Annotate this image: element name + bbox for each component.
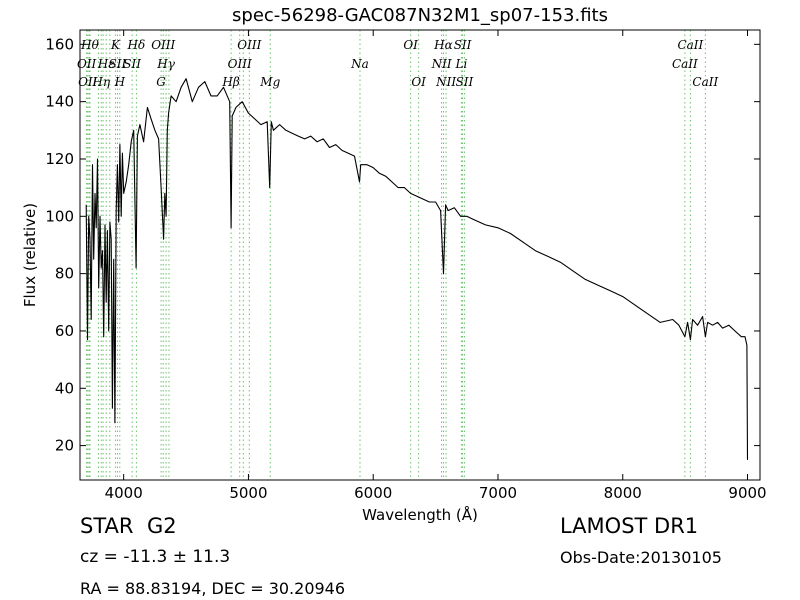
y-tick-label: 80 <box>55 265 74 283</box>
line-marker-label: SII <box>456 75 474 89</box>
y-tick-label: 40 <box>55 379 74 397</box>
line-marker-label: NII <box>435 75 456 89</box>
y-axis-label: Flux (relative) <box>21 203 39 307</box>
line-marker-label: Hβ <box>221 75 239 89</box>
line-marker-label: H <box>114 75 126 89</box>
line-marker-label: CaII <box>672 57 698 71</box>
x-tick-label: 9000 <box>728 484 766 502</box>
line-marker-label: Na <box>350 57 369 71</box>
x-tick-label: 6000 <box>354 484 392 502</box>
line-marker-label: NII <box>431 57 452 71</box>
line-marker-label: SII <box>454 38 472 52</box>
x-tick-label: 7000 <box>479 484 517 502</box>
line-marker-label: K <box>110 38 121 52</box>
line-marker-label: OI <box>411 75 426 89</box>
line-marker-label: Hθ <box>80 38 99 52</box>
line-marker-label: G <box>156 75 166 89</box>
line-marker-label: OII <box>77 57 97 71</box>
line-marker-label: Hγ <box>156 57 175 71</box>
line-marker-label: CaII <box>692 75 718 89</box>
line-marker-label: Hε <box>97 57 115 71</box>
line-marker-label: OIII <box>237 38 261 52</box>
radec-label: RA = 88.83194, DEC = 30.20946 <box>80 579 346 598</box>
y-tick-label: 160 <box>45 35 74 53</box>
redshift-label: cz = -11.3 ± 11.3 <box>80 547 231 567</box>
line-markers-layer <box>86 30 706 480</box>
line-marker-label: Li <box>455 57 468 71</box>
x-axis-label: Wavelength (Å) <box>362 505 478 524</box>
line-marker-label: SII <box>123 57 141 71</box>
spectrum-line <box>85 78 749 460</box>
axis-ticks-layer: 4000 5000 6000 7000 8000 9000 20 40 60 80 100 120 14… <box>45 30 767 502</box>
line-marker-label: Mg <box>259 75 280 89</box>
plot-frame <box>79 29 761 481</box>
line-marker-label: Hδ <box>127 38 146 52</box>
survey-label: LAMOST DR1 <box>560 514 699 538</box>
x-tick-label: 4000 <box>105 484 143 502</box>
line-labels-layer: OIIOIIHθHηHεKSIIHSIIHδGOIIIHγHβOIIIOIIIM… <box>77 38 719 89</box>
obs-date-label: Obs-Date:20130105 <box>560 548 722 567</box>
line-marker-label: Hα <box>433 38 453 52</box>
y-tick-label: 140 <box>45 93 74 111</box>
y-tick-label: 20 <box>55 437 74 455</box>
x-tick-label: 5000 <box>229 484 267 502</box>
line-marker-label: OI <box>403 38 418 52</box>
object-class-label: STAR <box>80 514 134 538</box>
line-marker-label: CaII <box>677 38 703 52</box>
line-marker-label: Hη <box>91 75 110 89</box>
chart-title: spec-56298-GAC087N32M1_sp07-153.fits <box>232 5 608 26</box>
line-marker-label: OII <box>78 75 98 89</box>
line-marker-label: SII <box>109 57 127 71</box>
line-marker-label: OIII <box>228 57 252 71</box>
x-tick-label: 8000 <box>604 484 642 502</box>
y-tick-label: 100 <box>45 207 74 225</box>
y-tick-label: 60 <box>55 322 74 340</box>
line-marker-label: OIII <box>151 38 175 52</box>
y-tick-label: 120 <box>45 150 74 168</box>
subclass-label: G2 <box>147 514 177 538</box>
